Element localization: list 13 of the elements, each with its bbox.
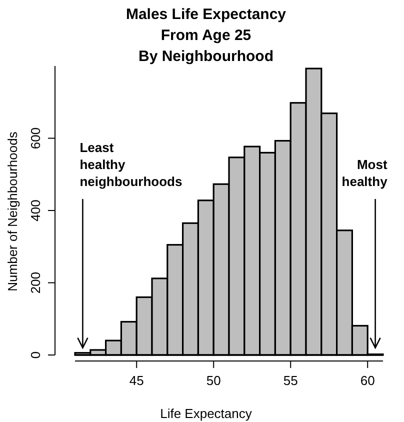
- chart-title: Males Life Expectancy From Age 25 By Neighbourhood: [126, 6, 287, 65]
- y-tick-label: 200: [28, 272, 43, 294]
- x-tick-label: 50: [206, 373, 221, 388]
- y-tick-label: 400: [28, 200, 43, 222]
- y-tick-label: 0: [28, 351, 43, 359]
- x-tick-label: 55: [283, 373, 298, 388]
- y-tick-label: 600: [28, 127, 43, 150]
- annotation: Least healthy neighbourhoods: [80, 140, 182, 189]
- x-axis-title: Life Expectancy: [160, 406, 252, 421]
- annotation: Most healthy: [342, 157, 388, 189]
- x-tick-label: 45: [129, 373, 144, 388]
- y-axis-title: Number of Neighbourhoods: [5, 131, 20, 292]
- x-tick-label: 60: [360, 373, 375, 388]
